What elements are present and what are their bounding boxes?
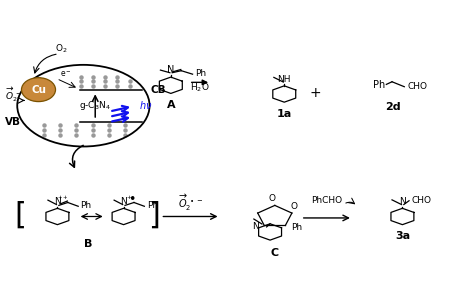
Text: $\overrightarrow{O}_2^{\ \bullet -}$: $\overrightarrow{O}_2^{\ \bullet -}$	[178, 192, 203, 213]
Text: NH: NH	[277, 75, 291, 84]
Text: O$_2$: O$_2$	[55, 43, 68, 55]
Text: CHO: CHO	[411, 196, 431, 205]
Text: ]: ]	[148, 200, 160, 229]
Text: Ph: Ph	[195, 69, 206, 78]
Text: g-C$_3$N$_4$: g-C$_3$N$_4$	[79, 99, 111, 112]
Text: $\overrightarrow{O}_2^{\ -}$: $\overrightarrow{O}_2^{\ -}$	[5, 86, 22, 104]
Ellipse shape	[21, 78, 55, 102]
Text: CHO: CHO	[407, 82, 427, 91]
Text: •: •	[128, 193, 135, 206]
Text: N: N	[399, 197, 406, 206]
Text: C: C	[271, 248, 279, 258]
Text: N: N	[252, 222, 259, 231]
Text: O: O	[269, 194, 276, 203]
Text: e$^-$: e$^-$	[60, 70, 72, 79]
Text: 3a: 3a	[395, 231, 410, 241]
Text: A: A	[166, 100, 175, 110]
Text: Ph: Ph	[81, 201, 91, 210]
Text: CB: CB	[150, 85, 166, 95]
Text: N: N	[120, 197, 127, 206]
Text: [: [	[15, 200, 27, 229]
Text: h$\nu$: h$\nu$	[139, 99, 153, 111]
Text: N: N	[54, 197, 61, 206]
Text: Ph: Ph	[291, 223, 302, 232]
Text: 2d: 2d	[385, 102, 401, 112]
Text: VB: VB	[5, 117, 21, 127]
Text: $^{+}$: $^{+}$	[126, 194, 132, 203]
Text: Ph: Ph	[373, 80, 385, 90]
Text: $^{++}$: $^{++}$	[57, 194, 69, 203]
Text: Cu: Cu	[31, 85, 46, 95]
Text: PhCHO: PhCHO	[311, 196, 342, 205]
Text: Ph: Ph	[147, 201, 158, 210]
Text: O: O	[291, 202, 298, 211]
Text: 1a: 1a	[277, 109, 292, 119]
Text: +: +	[309, 86, 321, 100]
Text: H$_2$O: H$_2$O	[191, 81, 210, 94]
Text: N: N	[167, 65, 174, 75]
Text: B: B	[84, 239, 92, 249]
